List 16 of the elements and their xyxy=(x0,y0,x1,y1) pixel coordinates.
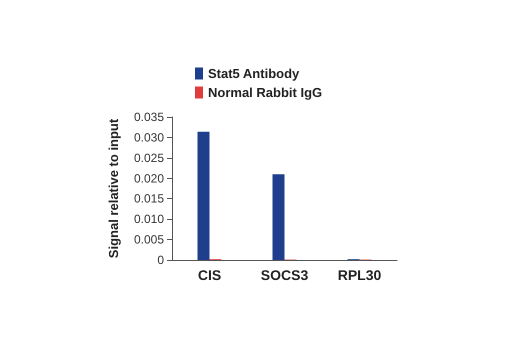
y-tick-label: 0.030 xyxy=(134,130,164,144)
y-tick-label: 0.035 xyxy=(134,110,164,124)
x-tick-label: SOCS3 xyxy=(260,267,308,283)
x-tick-label: CIS xyxy=(198,267,222,283)
y-tick-label: 0.005 xyxy=(134,232,164,247)
y-tick-label: 0.015 xyxy=(134,192,164,206)
legend-label: Normal Rabbit IgG xyxy=(208,85,322,100)
bar xyxy=(272,174,284,260)
legend-label: Stat5 Antibody xyxy=(208,66,300,81)
y-axis-title: Signal relative to input xyxy=(106,118,121,258)
x-tick-label: RPL30 xyxy=(338,267,382,283)
y-tick-label: 0 xyxy=(157,253,164,267)
bar xyxy=(198,132,210,260)
y-tick-label: 0.020 xyxy=(134,171,164,186)
y-tick-label: 0.025 xyxy=(134,150,164,165)
y-tick-label: 0.010 xyxy=(134,212,164,226)
